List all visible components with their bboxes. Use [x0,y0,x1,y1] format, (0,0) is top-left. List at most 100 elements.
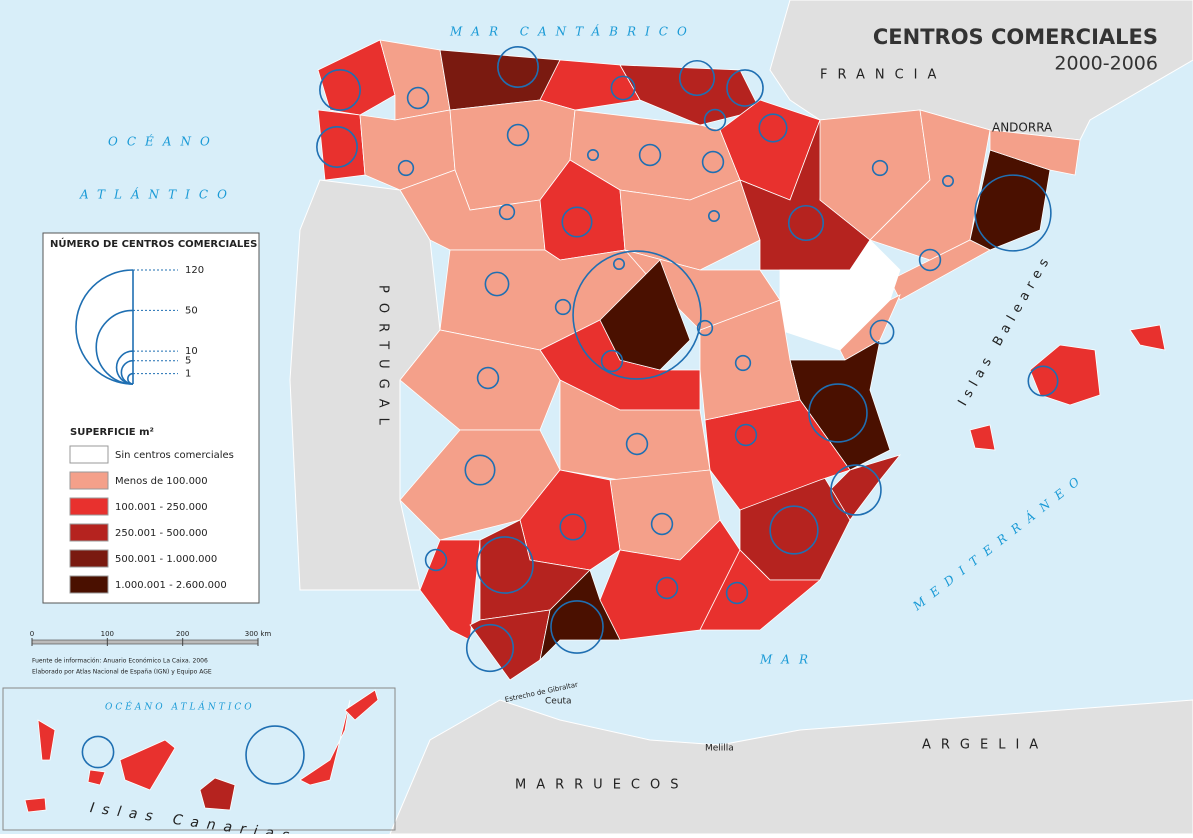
legend-circle [95,309,134,385]
count-circle [406,86,430,110]
count-circle [610,75,636,101]
legend-circle [127,372,134,385]
subtitle: 2000-2006 [1054,53,1158,75]
count-circle [678,59,716,97]
country-label: PORTUGAL [376,285,391,435]
province [1129,324,1166,351]
count-circle [600,349,624,373]
count-circle [572,250,702,380]
legend: 120 50 105 1 Sin centros comerciales Menos de… [69,265,234,594]
sea-label: OCÉANO ATLÁNTICO [105,701,255,713]
province [119,739,176,791]
province [619,64,761,126]
count-circle [612,257,626,271]
source: Fuente de información: Anuario Económico… [32,658,208,665]
legend-title: NÚMERO DE CENTROS COMERCIALES [50,237,257,250]
circles [81,46,1059,785]
source: Elaborado por Atlas Nacional de España (… [32,669,212,676]
province [539,569,621,662]
count-circle [498,203,516,221]
sea-label: MAR CANTÁBRICO [449,24,696,39]
count-circle [830,464,882,516]
legend-label: Sin centros comerciales [115,450,234,461]
count-circle [424,548,448,572]
count-circle [871,159,889,177]
count-circle [734,354,752,372]
count-circle [625,432,649,456]
count-circle [476,536,534,594]
scale-label: 100 [101,630,114,638]
count-circle [769,505,819,555]
count-circle [397,159,415,177]
count-circle [497,46,539,88]
legend-label: 500.001 - 1.000.000 [115,554,217,565]
province [87,769,106,786]
count-circle [726,69,764,107]
legend-swatch [69,575,109,594]
province [199,777,236,811]
count-circle [484,271,510,297]
count-circle [561,206,593,238]
inset-frame [2,687,396,831]
legend-label: 50 [185,305,198,316]
count-circle [974,174,1052,252]
country-label: FRANCIA [820,68,946,83]
country-label: MARRUECOS [515,778,688,793]
scale-label: 200 [176,630,189,638]
count-circle [787,204,825,242]
scale-label: 300 km [245,630,272,638]
count-circle [464,454,496,486]
count-circle [476,366,500,390]
count-circle [550,600,604,654]
country-label: ARGELIA [922,738,1048,753]
count-circle [319,69,361,111]
sea-label: MAR [759,653,817,667]
count-circle [81,735,115,769]
province [37,719,56,761]
count-circle [808,383,868,443]
count-circle [586,148,600,162]
province [989,129,1081,176]
count-circle [655,576,679,600]
count-circle [554,298,572,316]
legend-swatch [69,523,109,542]
legend-label: 1.000.001 - 2.600.000 [115,580,227,591]
scale-bar-body [31,639,259,645]
count-circle [701,150,725,174]
country-label: ANDORRA [992,121,1053,135]
count-circle [506,123,530,147]
count-circle [465,623,515,673]
count-circle [941,174,955,188]
count-circle [869,319,895,345]
count-circle [559,513,587,541]
count-circle [918,248,942,272]
count-circle [316,126,358,168]
legend-swatch [69,549,109,568]
city-label: Ceuta [545,697,572,707]
legend-label: 1 [185,369,191,380]
sea-label: ATLÁNTICO [79,187,236,202]
legend-title: SUPERFICIE m² [70,427,154,438]
city-label: Melilla [705,744,734,754]
count-circle [638,143,662,167]
province [24,797,47,813]
count-circle [696,319,714,337]
count-circle [703,108,727,132]
legend-swatch [69,445,109,464]
legend-label: Menos de 100.000 [115,476,208,487]
legend-label: 250.001 - 500.000 [115,528,208,539]
count-circle [758,113,788,143]
count-circle [707,209,721,223]
province [699,549,822,631]
scale-label: 0 [30,630,34,638]
province [419,539,481,641]
legend-swatch [69,471,109,490]
scale-bar: 0 100 200 300 km [30,630,272,646]
provinces [24,39,1166,813]
legend-circle [75,269,134,385]
africa [389,699,1193,835]
province [344,689,379,721]
count-circle [734,423,758,447]
title: CENTROS COMERCIALES [873,25,1158,49]
